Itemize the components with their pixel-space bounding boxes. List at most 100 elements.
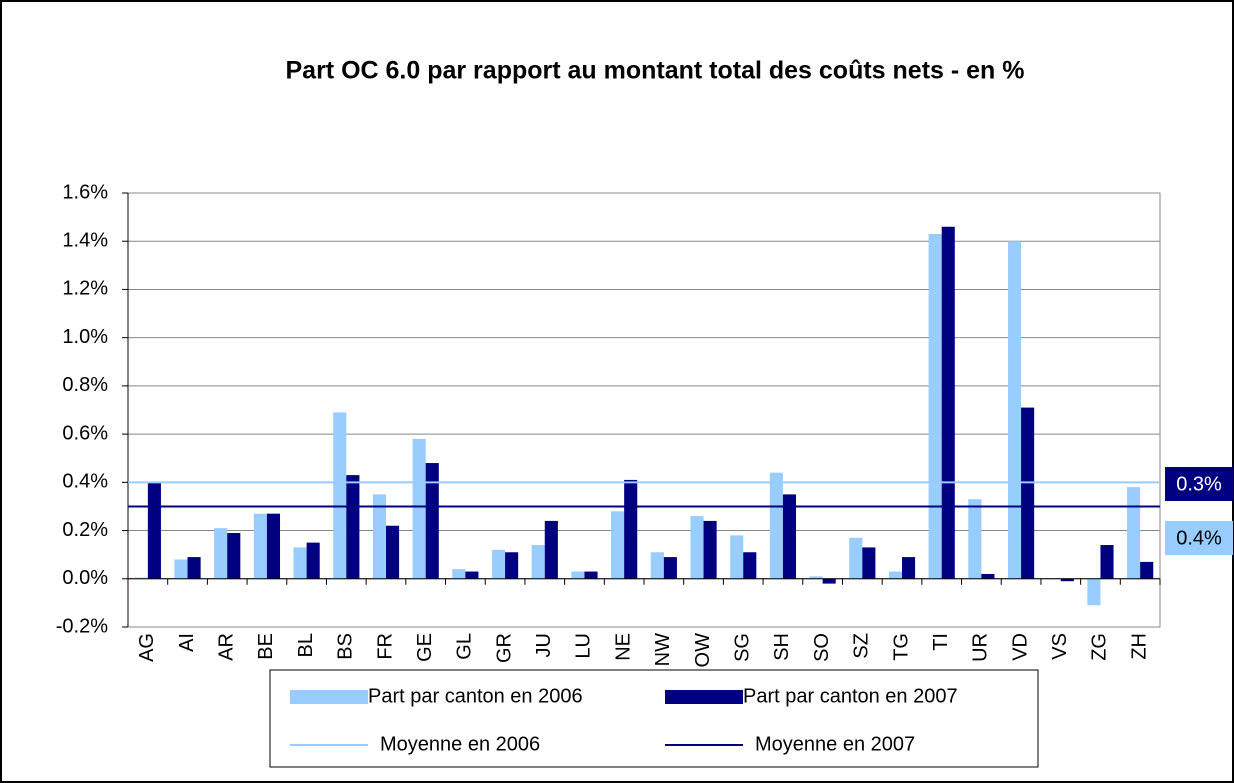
bar <box>531 545 545 579</box>
bar <box>465 571 479 579</box>
bar <box>862 547 876 579</box>
x-tick-label: VS <box>1049 633 1071 660</box>
chart-title: Part OC 6.0 par rapport au montant total… <box>285 57 1024 85</box>
legend-swatch <box>665 690 743 704</box>
bar <box>703 520 717 579</box>
bar <box>266 513 281 579</box>
bar <box>1007 241 1022 579</box>
x-tick-label: BE <box>255 633 277 660</box>
x-tick-label: TG <box>890 633 912 661</box>
bar <box>968 499 982 579</box>
x-tick-label: NE <box>612 633 634 661</box>
bar <box>1087 578 1101 606</box>
bar <box>624 479 638 579</box>
bar <box>611 511 625 579</box>
bar <box>544 520 558 579</box>
annotation-label: 0.4% <box>1176 527 1222 549</box>
annotation-box <box>1165 467 1233 501</box>
bar <box>928 233 942 579</box>
x-tick-label: UR <box>970 633 992 662</box>
y-tick-label: 1.6% <box>62 181 108 203</box>
bar <box>981 573 995 579</box>
x-tick-label: SZ <box>851 633 873 659</box>
x-tick-label: VD <box>1009 633 1031 661</box>
bar <box>147 482 161 579</box>
x-tick-label: GR <box>493 633 515 663</box>
y-tick-label: 0.4% <box>62 471 108 493</box>
bar <box>346 475 360 579</box>
legend-label: Part par canton en 2007 <box>743 685 958 707</box>
x-tick-label: BL <box>295 633 317 657</box>
bar <box>1140 561 1154 579</box>
bar <box>134 577 148 579</box>
bar <box>941 226 955 579</box>
bar <box>743 552 757 579</box>
bar <box>730 535 744 579</box>
bar <box>412 438 426 579</box>
bar <box>888 571 902 579</box>
y-tick-label: 0.8% <box>62 374 108 396</box>
legend <box>269 669 1039 768</box>
x-tick-label: OW <box>692 633 714 668</box>
bar <box>452 569 466 579</box>
x-tick-label: FR <box>374 633 396 660</box>
bar <box>849 537 863 579</box>
x-tick-label: ZG <box>1089 633 1111 661</box>
x-tick-label: AG <box>136 633 158 662</box>
bar <box>187 557 201 579</box>
annotation-label: 0.3% <box>1176 473 1222 495</box>
bar <box>214 528 228 579</box>
x-tick-label: SO <box>811 633 833 662</box>
y-tick-label: 0.2% <box>62 519 108 541</box>
bar <box>253 513 267 579</box>
annotation-box <box>1165 521 1233 555</box>
x-tick-label: JU <box>533 633 555 657</box>
x-tick-label: GL <box>454 633 476 660</box>
bar <box>491 549 506 579</box>
bar <box>227 532 241 579</box>
legend-label: Moyenne en 2007 <box>755 733 915 755</box>
bar <box>690 516 704 579</box>
legend-label: Moyenne en 2006 <box>380 733 540 755</box>
bar <box>769 472 783 579</box>
bar <box>1060 578 1074 582</box>
bar <box>1021 407 1035 579</box>
y-tick-label: 1.4% <box>62 230 108 252</box>
x-tick-label: LU <box>573 633 595 659</box>
x-tick-label: GE <box>414 633 436 662</box>
x-tick-label: TI <box>930 633 952 651</box>
bar <box>425 463 439 579</box>
y-tick-label: 1.2% <box>62 278 108 300</box>
bar <box>174 559 188 579</box>
x-tick-label: BS <box>335 633 357 660</box>
y-tick-label: 0.0% <box>62 567 108 589</box>
y-tick-label: -0.2% <box>56 615 108 637</box>
plot-area <box>127 192 1161 628</box>
bar <box>306 542 320 579</box>
bar <box>1100 545 1114 579</box>
legend-label: Part par canton en 2006 <box>368 685 583 707</box>
x-tick-label: SH <box>771 633 793 661</box>
bar <box>902 557 916 579</box>
legend-swatch <box>290 690 368 704</box>
bar <box>372 494 386 579</box>
y-tick-label: 1.0% <box>62 326 108 348</box>
x-tick-label: NW <box>652 633 674 666</box>
x-tick-label: AR <box>216 633 238 661</box>
x-tick-label: AI <box>176 633 198 652</box>
bar <box>333 412 347 579</box>
bar <box>386 525 400 579</box>
bar <box>822 578 836 584</box>
bar <box>571 571 585 579</box>
bar <box>1127 487 1141 579</box>
bar <box>293 547 307 579</box>
bar <box>782 494 797 579</box>
bar <box>809 576 823 579</box>
bar <box>650 552 664 579</box>
x-tick-label: SG <box>732 633 754 662</box>
bar <box>505 552 519 579</box>
y-tick-label: 0.6% <box>62 422 108 444</box>
x-tick-label: ZH <box>1128 633 1150 660</box>
bar <box>663 557 677 579</box>
